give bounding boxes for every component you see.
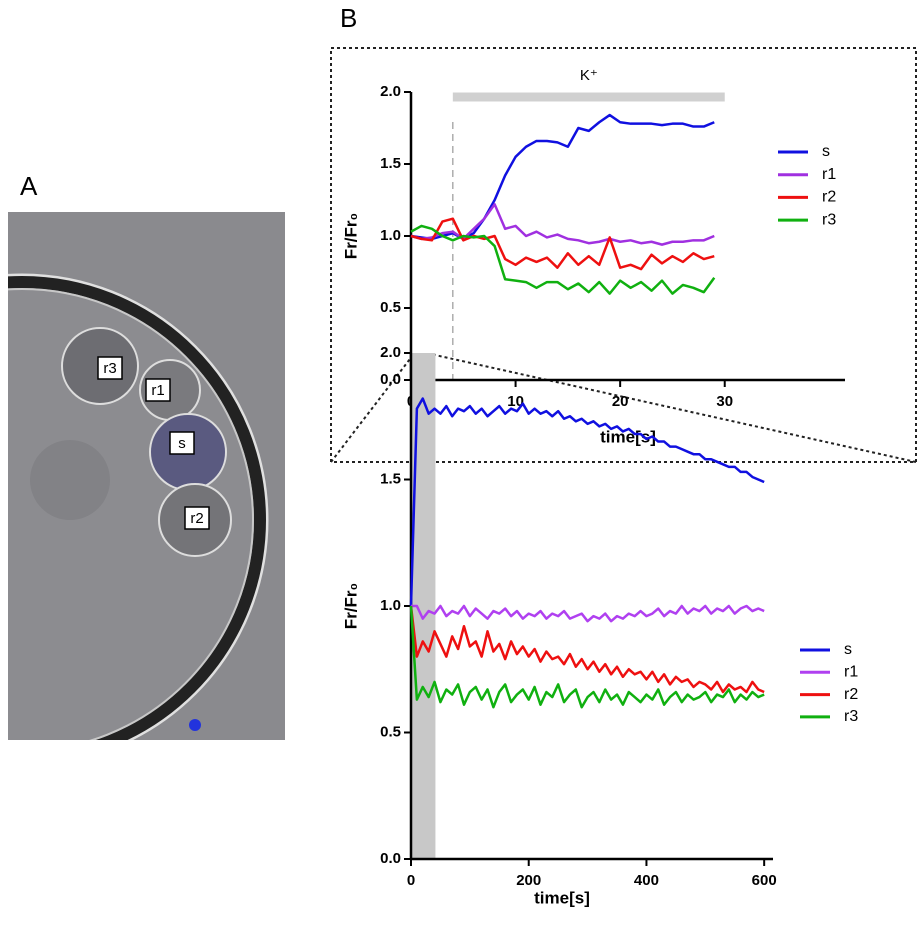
y-tick-label: 1.0 xyxy=(380,597,401,614)
y-tick-label: 1.5 xyxy=(380,155,401,172)
legend-label: r1 xyxy=(822,166,836,183)
cell-label: r1 xyxy=(151,382,164,399)
legend-label: r1 xyxy=(844,664,858,681)
cell-label: r2 xyxy=(190,510,203,527)
x-tick-label: 20 xyxy=(612,393,629,410)
zoom-line xyxy=(330,354,414,463)
series-line xyxy=(411,604,765,623)
zoom-box xyxy=(330,47,917,463)
panel-label: B xyxy=(340,3,357,33)
y-tick-label: 2.0 xyxy=(380,344,401,361)
series-line xyxy=(409,397,765,607)
cell-label-box xyxy=(184,506,210,530)
x-axis-label: time[s] xyxy=(534,888,590,907)
y-tick-label: 1.0 xyxy=(380,227,401,244)
x-tick-label: 30 xyxy=(716,393,733,410)
cell-label-box xyxy=(169,431,195,455)
legend-label: r3 xyxy=(822,211,836,228)
y-axis-label: Fr/Fr₀ xyxy=(341,583,360,629)
zoom-line xyxy=(434,354,917,463)
cell-label-box xyxy=(97,356,123,380)
y-tick-label: 0.5 xyxy=(380,299,401,316)
y-tick-label: 1.5 xyxy=(380,470,401,487)
y-tick-label: 0.0 xyxy=(380,850,401,867)
cell-label: s xyxy=(178,435,186,452)
stimulus-label: K⁺ xyxy=(580,67,598,84)
x-tick-label: 600 xyxy=(752,872,777,889)
y-axis-label: Fr/Fr₀ xyxy=(341,213,360,259)
legend-label: s xyxy=(844,641,852,658)
series-line xyxy=(409,605,765,694)
cell-label-box xyxy=(145,378,171,402)
panel-label: A xyxy=(20,171,38,201)
series-line xyxy=(410,224,716,295)
x-tick-label: 400 xyxy=(634,872,659,889)
legend-label: r3 xyxy=(844,708,858,725)
legend-label: s xyxy=(822,143,830,160)
series-line xyxy=(410,113,715,241)
micrograph xyxy=(8,212,285,740)
legend-label: r2 xyxy=(822,189,836,206)
y-tick-label: 2.0 xyxy=(380,83,401,100)
y-tick-label: 0.5 xyxy=(380,723,401,740)
x-tick-label: 0 xyxy=(407,872,415,889)
x-tick-label: 200 xyxy=(516,872,541,889)
x-axis-label: time[s] xyxy=(600,427,656,446)
series-line xyxy=(409,605,765,709)
y-tick-label: 0.0 xyxy=(380,371,401,388)
legend-label: r2 xyxy=(844,686,858,703)
cell-label: r3 xyxy=(103,360,116,377)
